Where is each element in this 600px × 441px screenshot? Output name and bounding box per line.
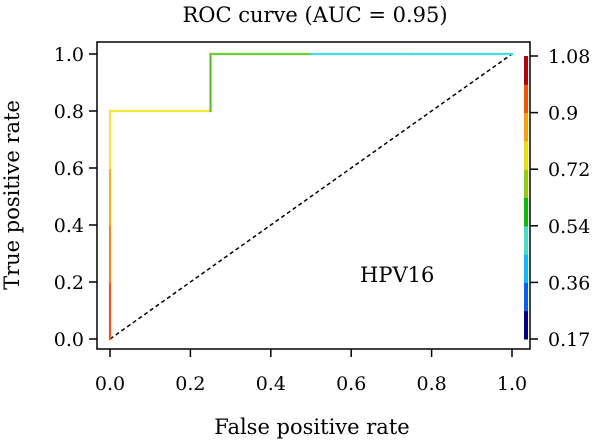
x-tick-label: 0.6: [336, 373, 366, 395]
plot-frame: [96, 41, 531, 350]
y-tick-label: 0.0: [54, 329, 84, 351]
colorbar-segment: [524, 140, 528, 170]
x-tick-label: 0.8: [416, 373, 446, 395]
colorbar-segment: [524, 112, 528, 142]
y-tick-label: 1.0: [54, 44, 84, 66]
colorbar-tick-label: 0.72: [548, 159, 590, 181]
x-tick-label: 0.0: [95, 373, 125, 395]
colorbar-segment: [524, 254, 528, 283]
colorbar-segment: [524, 225, 528, 255]
y-tick-label: 0.4: [54, 215, 84, 237]
x-tick-label: 1.0: [497, 373, 527, 395]
reference-diagonal: [109, 53, 513, 340]
colorbar-segment: [524, 282, 528, 312]
colorbar-segment: [524, 197, 528, 227]
colorbar-tick-label: 0.36: [548, 272, 590, 294]
y-axis-label: True positive rate: [0, 100, 24, 290]
y-tick-label: 0.8: [54, 101, 84, 123]
colorbar-segment: [524, 310, 528, 340]
colorbar-segment: [524, 169, 528, 198]
y-tick-label: 0.2: [54, 272, 84, 294]
x-axis-label: False positive rate: [214, 415, 409, 439]
colorbar-segment: [524, 56, 528, 85]
x-tick-label: 0.2: [175, 373, 205, 395]
chart-title: ROC curve (AUC = 0.95): [182, 3, 447, 27]
y-tick-label: 0.6: [54, 158, 84, 180]
x-tick-label: 0.4: [256, 373, 286, 395]
colorbar-tick-label: 0.54: [548, 216, 590, 238]
colorbar-tick-label: 0.17: [548, 329, 590, 351]
plot-area: 0.0 0.2 0.4 0.6 0.8 1.0 0.0 0.2 0.4 0.6 0.8 1.0 1.08…: [54, 41, 590, 395]
colorbar-tick-label: 1.08: [548, 46, 590, 68]
annotation-hpv16: HPV16: [360, 263, 434, 287]
colorbar-segment: [524, 84, 528, 114]
colorbar-tick-label: 0.9: [548, 103, 578, 125]
